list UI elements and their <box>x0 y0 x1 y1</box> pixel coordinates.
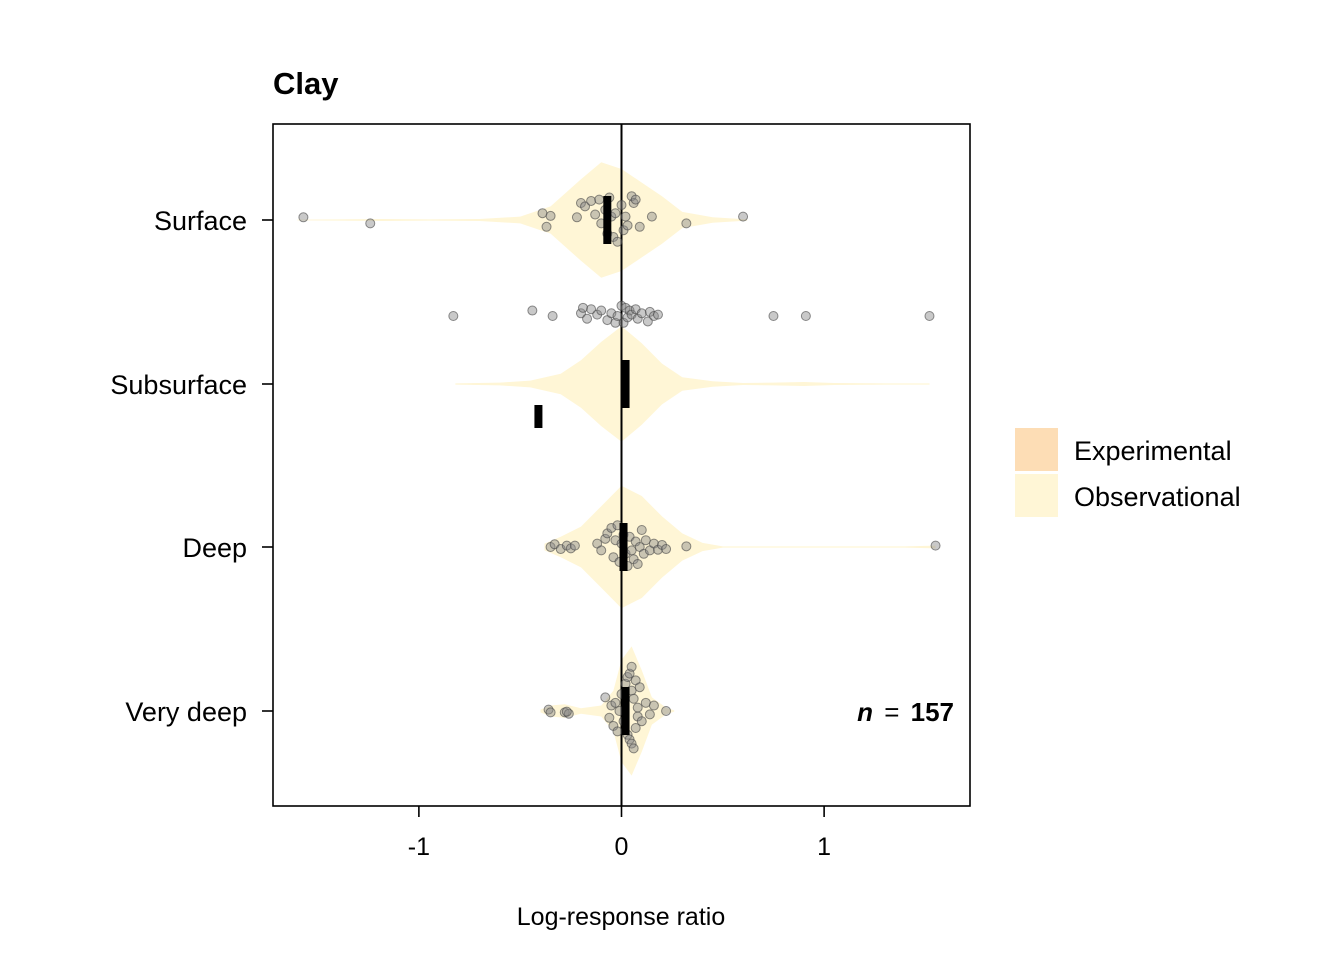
point-subsurface-21 <box>636 308 647 319</box>
mean-markers <box>534 196 630 735</box>
point-deep-25 <box>636 525 647 535</box>
point-surface-0 <box>298 212 309 223</box>
x-axis: -1 0 1 <box>408 806 831 861</box>
point-very-deep-21 <box>626 661 637 672</box>
legend-label-observational: Observational <box>1074 482 1241 512</box>
y-axis: Surface Subsurface Deep Very deep <box>110 206 273 727</box>
point-deep-23 <box>632 559 643 569</box>
mean-marker-very-deep <box>621 687 630 735</box>
point-very-deep-5 <box>600 692 611 703</box>
point-surface-5 <box>571 212 582 223</box>
point-deep-7 <box>596 545 607 556</box>
n-annotation-prefix: n <box>857 697 873 727</box>
point-surface-18 <box>612 236 623 247</box>
point-surface-28 <box>681 218 692 229</box>
svg-text:n = 157: n = 157 <box>857 697 954 727</box>
chart-title: Clay <box>273 66 339 101</box>
point-surface-1 <box>365 218 376 229</box>
point-very-deep-32 <box>648 700 659 711</box>
point-very-deep-4 <box>561 706 572 717</box>
point-surface-22 <box>622 220 633 231</box>
point-very-deep-9 <box>610 697 621 708</box>
point-very-deep-24 <box>630 723 641 733</box>
point-deep-10 <box>606 522 617 533</box>
point-very-deep-28 <box>634 682 645 693</box>
violin-subsurface <box>455 326 930 442</box>
point-subsurface-4 <box>578 302 589 313</box>
n-annotation-value: 157 <box>911 697 954 727</box>
point-very-deep-26 <box>632 702 643 713</box>
point-surface-29 <box>738 211 749 222</box>
point-deep-2 <box>555 544 566 555</box>
point-subsurface-26 <box>768 311 779 321</box>
point-deep-5 <box>569 540 580 551</box>
point-subsurface-1 <box>527 305 538 316</box>
point-deep-33 <box>681 541 692 552</box>
y-tick-label-surface: Surface <box>154 206 247 236</box>
point-very-deep-29 <box>636 716 647 727</box>
y-tick-label-very-deep: Very deep <box>125 697 247 727</box>
x-tick-label-2: 1 <box>817 833 831 861</box>
point-surface-26 <box>634 221 645 232</box>
point-surface-17 <box>610 208 621 219</box>
point-surface-9 <box>590 209 601 220</box>
point-very-deep-6 <box>604 712 615 723</box>
mean-marker-deep <box>619 523 628 571</box>
point-surface-27 <box>646 211 657 222</box>
point-very-deep-10 <box>612 726 623 737</box>
mean-marker-secondary-subsurface <box>534 405 543 428</box>
legend-swatch-observational <box>1015 474 1058 517</box>
point-very-deep-1 <box>545 707 556 718</box>
point-subsurface-10 <box>606 308 617 319</box>
point-surface-3 <box>541 221 552 232</box>
point-surface-10 <box>594 194 605 205</box>
legend: Experimental Observational <box>1015 428 1241 517</box>
point-subsurface-28 <box>924 311 935 321</box>
point-subsurface-2 <box>547 311 558 321</box>
point-subsurface-0 <box>448 311 459 321</box>
y-tick-label-deep: Deep <box>182 533 247 563</box>
point-very-deep-22 <box>628 743 639 754</box>
point-subsurface-12 <box>612 311 623 321</box>
point-surface-8 <box>586 195 597 206</box>
legend-label-experimental: Experimental <box>1074 436 1232 466</box>
point-deep-26 <box>638 548 649 559</box>
violin-very-deep <box>540 646 675 776</box>
point-surface-4 <box>545 210 556 221</box>
x-axis-label: Log-response ratio <box>517 903 725 931</box>
point-subsurface-5 <box>582 313 593 324</box>
point-deep-32 <box>661 544 672 555</box>
n-annotation-operator: = <box>884 697 899 727</box>
point-subsurface-27 <box>800 311 811 321</box>
point-subsurface-25 <box>652 309 663 320</box>
point-very-deep-31 <box>644 709 655 720</box>
n-annotation: n = 157 <box>857 697 954 727</box>
x-tick-label-1: 0 <box>615 833 629 861</box>
legend-swatch-experimental <box>1015 428 1058 471</box>
point-subsurface-8 <box>596 305 607 316</box>
x-tick-label-0: -1 <box>408 833 430 861</box>
point-very-deep-23 <box>628 693 639 704</box>
violin-deep <box>544 485 936 609</box>
violins <box>297 162 936 776</box>
y-tick-label-subsurface: Subsurface <box>110 370 247 400</box>
mean-marker-surface <box>603 196 612 244</box>
violin-surface <box>297 162 748 278</box>
point-deep-8 <box>600 533 611 544</box>
point-very-deep-33 <box>661 706 672 716</box>
point-deep-34 <box>930 540 941 551</box>
point-surface-21 <box>620 211 631 222</box>
mean-marker-subsurface <box>621 360 630 408</box>
point-surface-19 <box>616 200 627 211</box>
point-surface-25 <box>630 194 641 205</box>
